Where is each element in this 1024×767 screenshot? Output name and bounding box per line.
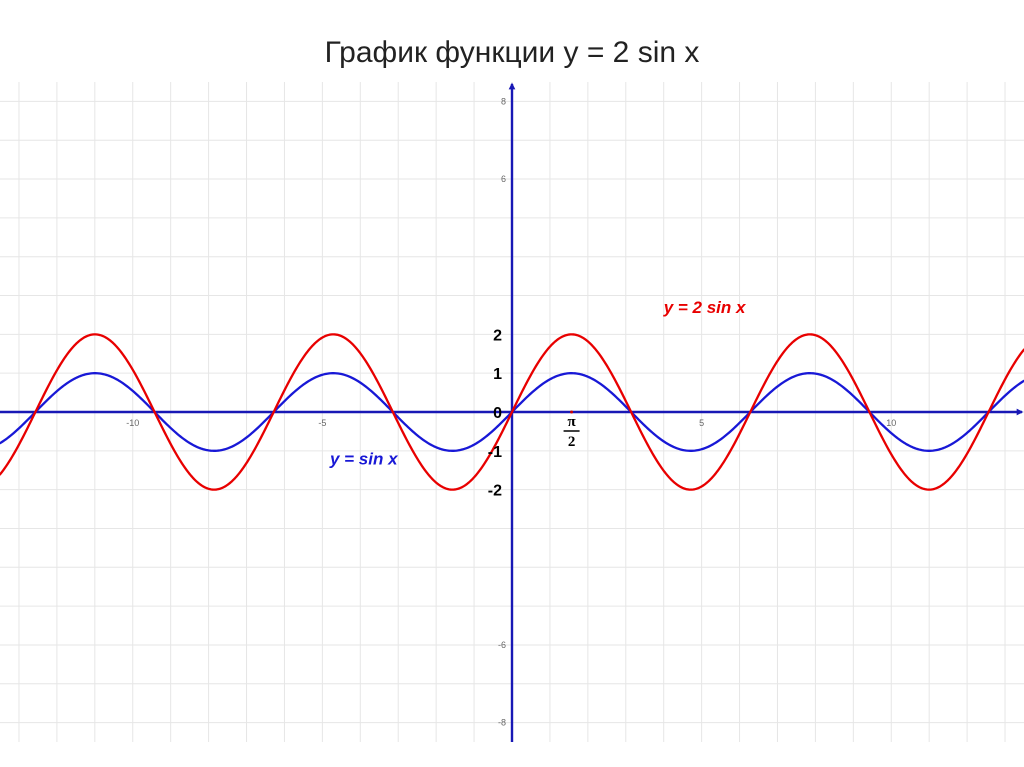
y-tick-label: 2: [493, 327, 502, 344]
y-tick-label: -2: [488, 483, 502, 500]
chart-title: График функции y = 2 sin x: [0, 0, 1024, 82]
series-label-2sinx: y = 2 sin x: [663, 298, 747, 317]
pi-half-den: 2: [568, 434, 576, 450]
y-tick-small: 6: [501, 174, 506, 184]
y-tick-small: -8: [498, 718, 506, 728]
y-tick-small: 8: [501, 96, 506, 106]
y-tick-label: 1: [493, 366, 502, 383]
x-tick-small: -5: [318, 418, 326, 428]
y-tick-label: -1: [488, 444, 502, 461]
chart-svg: 210-1-286-6-8-10-5510π2y = sin xy = 2 si…: [0, 82, 1024, 742]
y-tick-small: -6: [498, 640, 506, 650]
series-label-sinx: y = sin x: [329, 449, 399, 468]
pi-half-num: π: [567, 414, 576, 430]
x-tick-small: -10: [126, 418, 139, 428]
chart-area: 210-1-286-6-8-10-5510π2y = sin xy = 2 si…: [0, 82, 1024, 742]
x-tick-small: 5: [699, 418, 704, 428]
x-tick-small: 10: [886, 418, 896, 428]
y-tick-label: 0: [493, 405, 502, 422]
